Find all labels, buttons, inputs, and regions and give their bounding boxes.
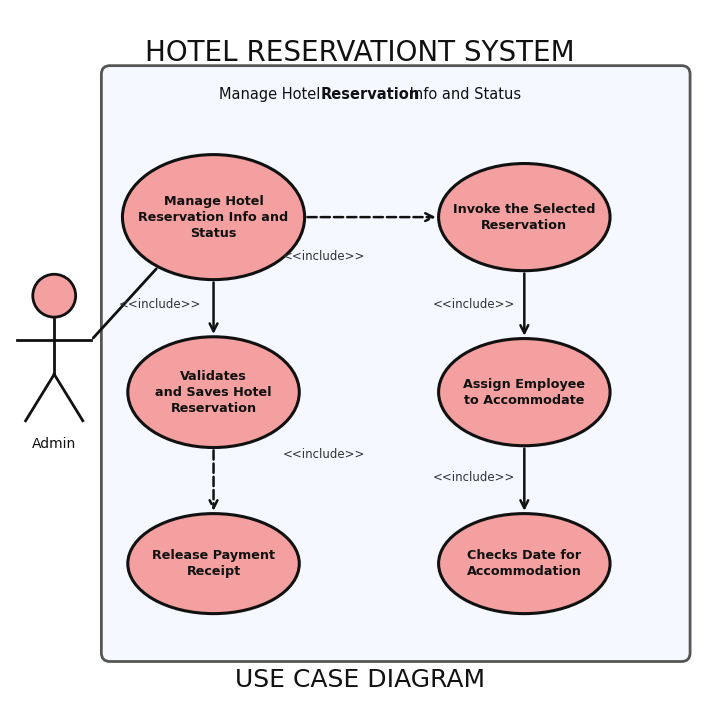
Circle shape (33, 274, 76, 317)
Text: Invoke the Selected
Reservation: Invoke the Selected Reservation (453, 202, 595, 232)
Text: Manage Hotel: Manage Hotel (219, 86, 325, 102)
Ellipse shape (122, 155, 305, 279)
Ellipse shape (438, 513, 610, 613)
Text: HOTEL RESERVATIONT SYSTEM: HOTEL RESERVATIONT SYSTEM (145, 39, 575, 67)
Text: USE CASE DIAGRAM: USE CASE DIAGRAM (235, 668, 485, 692)
Text: <<include>>: <<include>> (433, 472, 516, 485)
Text: Manage Hotel
Reservation Info and
Status: Manage Hotel Reservation Info and Status (138, 194, 289, 240)
Ellipse shape (128, 513, 300, 613)
Ellipse shape (128, 337, 300, 448)
Text: Validates
and Saves Hotel
Reservation: Validates and Saves Hotel Reservation (156, 369, 272, 415)
Text: Info and Status: Info and Status (405, 86, 521, 102)
Text: <<include>>: <<include>> (119, 298, 201, 311)
Text: <<include>>: <<include>> (433, 298, 516, 311)
Text: Assign Employee
to Accommodate: Assign Employee to Accommodate (464, 378, 585, 407)
Ellipse shape (438, 338, 610, 446)
Ellipse shape (438, 163, 610, 271)
Text: Checks Date for
Accommodation: Checks Date for Accommodation (467, 549, 582, 578)
Text: Reservation: Reservation (320, 86, 420, 102)
FancyBboxPatch shape (102, 66, 690, 662)
Text: <<include>>: <<include>> (283, 250, 366, 263)
Text: Admin: Admin (32, 437, 76, 451)
Text: Release Payment
Receipt: Release Payment Receipt (152, 549, 275, 578)
Text: <<include>>: <<include>> (283, 448, 366, 461)
